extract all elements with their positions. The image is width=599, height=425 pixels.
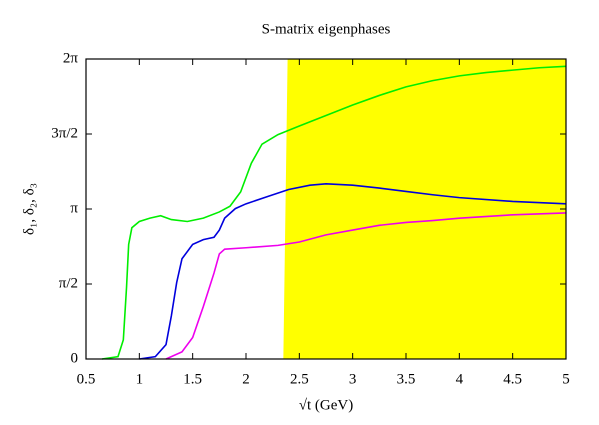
y-tick-label: π/2 bbox=[59, 275, 78, 291]
x-axis-label: √t (GeV) bbox=[299, 397, 353, 413]
chart-title: S-matrix eigenphases bbox=[262, 21, 391, 37]
x-tick-label: 4 bbox=[456, 371, 464, 387]
y-tick-label: 3π/2 bbox=[51, 125, 78, 141]
x-tick-label: 5 bbox=[562, 371, 570, 387]
x-tick-label: 1.5 bbox=[183, 371, 202, 387]
series-line bbox=[165, 212, 567, 360]
y-tick-label: 0 bbox=[71, 350, 79, 366]
x-tick-label: 2.5 bbox=[290, 371, 309, 387]
x-tick-label: 0.5 bbox=[77, 371, 96, 387]
x-tick-label: 1 bbox=[136, 371, 144, 387]
x-tick-label: 2 bbox=[242, 371, 250, 387]
shaded-region bbox=[283, 59, 566, 359]
series-line bbox=[101, 65, 567, 360]
y-tick-label: 2π bbox=[63, 50, 79, 66]
x-tick-label: 4.5 bbox=[503, 371, 522, 387]
y-axis-label: δ₁, δ₂, δ₃ bbox=[21, 183, 37, 235]
x-tick-label: 3 bbox=[349, 371, 357, 387]
series-line bbox=[139, 182, 567, 360]
x-tick-label: 3.5 bbox=[397, 371, 416, 387]
y-tick-label: π bbox=[70, 200, 78, 216]
